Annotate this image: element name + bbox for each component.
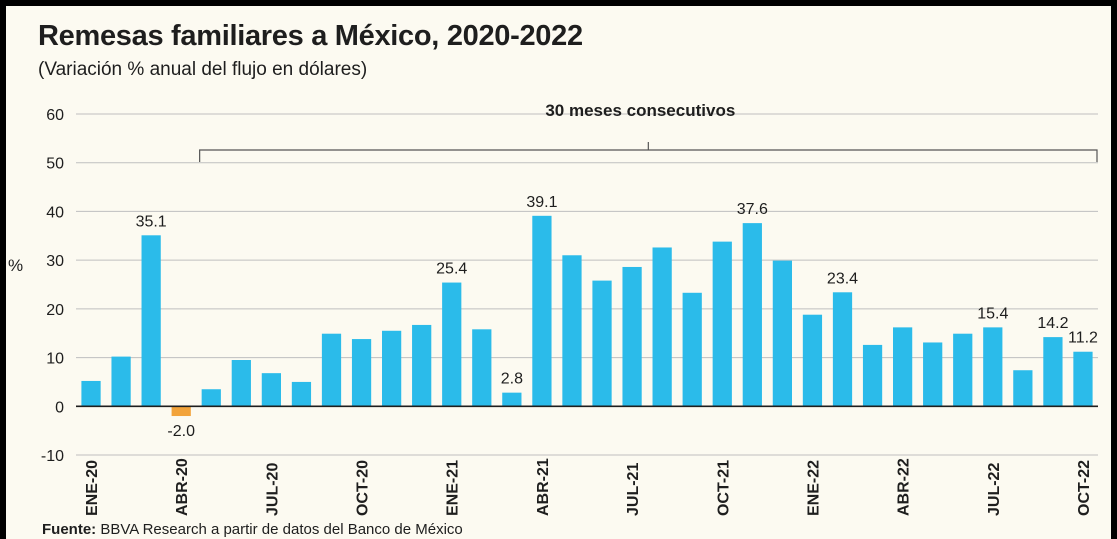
x-tick-label: JUL-20 — [264, 463, 281, 516]
bar — [832, 292, 853, 407]
y-axis-label: % — [8, 256, 23, 275]
bar — [81, 380, 101, 407]
bar — [862, 344, 883, 407]
y-tick-label: 30 — [46, 253, 64, 270]
bar — [712, 241, 732, 407]
x-tick-label: OCT-20 — [355, 460, 372, 516]
y-tick-label: 10 — [46, 351, 64, 368]
bar — [1043, 337, 1063, 407]
y-tick-label: 60 — [46, 107, 64, 124]
annotation-label: 30 meses consecutivos — [545, 101, 735, 120]
x-tick-label: OCT-22 — [1076, 460, 1093, 516]
x-tick-label: ENE-22 — [805, 460, 822, 516]
source-note: Fuente: BBVA Research a partir de datos … — [42, 521, 463, 538]
data-label: 2.8 — [501, 371, 523, 388]
bar — [953, 333, 973, 407]
x-tick-label: JUL-21 — [625, 463, 642, 516]
bar — [772, 260, 793, 407]
x-tick-label: ENE-20 — [84, 460, 101, 516]
source-text: BBVA Research a partir de datos del Banc… — [100, 521, 463, 538]
bar — [742, 223, 762, 407]
bar — [171, 406, 191, 417]
x-tick-label: ABR-22 — [896, 458, 913, 516]
y-tick-label: -10 — [41, 448, 64, 465]
bar — [111, 356, 131, 407]
bar — [412, 324, 432, 407]
bar — [1073, 351, 1093, 407]
bar — [592, 280, 612, 407]
bar — [321, 333, 342, 407]
bar — [622, 266, 642, 407]
data-label: 25.4 — [436, 261, 467, 278]
bar — [201, 389, 221, 407]
data-label: 11.2 — [1068, 330, 1098, 347]
data-label: 37.6 — [737, 201, 768, 218]
chart-title: Remesas familiares a México, 2020-2022 — [38, 20, 583, 52]
bar — [231, 360, 251, 407]
y-tick-label: 50 — [46, 156, 64, 173]
bar — [502, 392, 522, 407]
data-label: 39.1 — [526, 194, 557, 211]
data-label: 35.1 — [136, 213, 167, 230]
bar — [472, 329, 492, 407]
bar — [562, 255, 582, 407]
bar — [892, 327, 913, 407]
data-label: -2.0 — [167, 423, 195, 440]
chart-subtitle: (Variación % anual del flujo en dólares) — [38, 59, 368, 80]
x-tick-label: OCT-21 — [715, 460, 732, 516]
x-tick-label: ENE-21 — [445, 460, 462, 516]
data-label: 23.4 — [827, 270, 858, 287]
source-label: Fuente: — [42, 521, 97, 538]
bar — [261, 373, 282, 407]
data-label: 14.2 — [1037, 315, 1068, 332]
bar-chart: 60 50 40 30 20 10 0 -10% 35.1 -2.0 25.4 2.8 39.1 37.6… — [8, 101, 1098, 516]
x-tick-label: ABR-20 — [174, 458, 191, 516]
bar — [652, 247, 672, 407]
bar — [923, 342, 943, 407]
bar — [351, 339, 372, 407]
bar — [682, 292, 702, 407]
bar — [442, 282, 462, 407]
x-tick-label: ABR-21 — [535, 458, 552, 516]
bar — [983, 327, 1003, 407]
bar — [381, 330, 402, 407]
bar — [532, 215, 552, 407]
bar — [802, 314, 823, 407]
chart-panel: Remesas familiares a México, 2020-2022 (… — [6, 6, 1111, 539]
y-tick-label: 40 — [46, 204, 64, 221]
bar — [291, 381, 312, 407]
y-tick-label: 20 — [46, 302, 64, 319]
bar — [1013, 370, 1033, 407]
y-tick-label: 0 — [55, 399, 64, 416]
bar — [141, 235, 161, 407]
x-tick-label: JUL-22 — [986, 463, 1003, 516]
annotation-bracket — [199, 149, 1098, 162]
data-label: 15.4 — [977, 305, 1008, 322]
